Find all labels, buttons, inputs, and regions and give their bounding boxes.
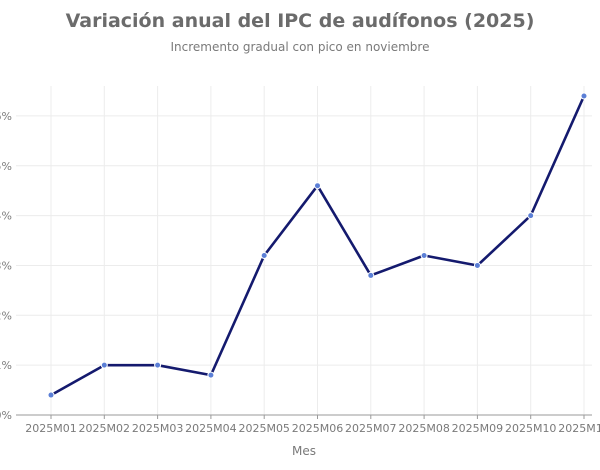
x-tick-label: 2025M03 (132, 422, 183, 435)
y-tick-label: 1% (0, 359, 12, 372)
data-point (314, 182, 321, 190)
data-point (580, 92, 588, 100)
data-point (420, 251, 428, 259)
y-tick-label: 4% (0, 210, 12, 223)
y-tick-label: 6% (0, 110, 12, 123)
x-tick-label: 2025M01 (25, 422, 76, 435)
x-tick-label: 2025M04 (185, 422, 236, 435)
y-tick-labels: 0% 1% 2% 3% 4% 5% 6% (0, 110, 12, 422)
grid-lines (16, 86, 592, 416)
data-point (527, 212, 535, 220)
y-tick-label: 0% (0, 409, 12, 422)
x-tick-label: 2025M06 (292, 422, 343, 435)
data-point (207, 371, 215, 379)
x-tick-label: 2025M08 (398, 422, 449, 435)
y-tick-label: 2% (0, 309, 12, 322)
data-point (154, 361, 162, 369)
x-tick-label: 2025M05 (238, 422, 289, 435)
x-tick-label: 2025M02 (79, 422, 130, 435)
x-tick-labels: 2025M01 2025M02 2025M03 2025M04 2025M05 2025M… (25, 415, 600, 435)
x-tick-label: 2025M09 (452, 422, 503, 435)
chart-title: Variación anual del IPC de audífonos (20… (65, 10, 535, 32)
data-point (367, 271, 375, 279)
y-tick-label: 5% (0, 160, 12, 173)
data-point (260, 251, 268, 259)
x-tick-label: 2025M10 (505, 422, 556, 435)
x-tick-label: 2025M07 (345, 422, 396, 435)
data-point (100, 361, 108, 369)
data-point (473, 261, 481, 269)
data-points (47, 92, 588, 399)
x-axis-title: Mes (292, 444, 316, 458)
data-point (47, 391, 55, 399)
y-tick-label: 3% (0, 259, 12, 272)
chart-subtitle: Incremento gradual con pico en noviembre (170, 40, 430, 54)
x-tick-label: 2025M11 (558, 422, 600, 435)
